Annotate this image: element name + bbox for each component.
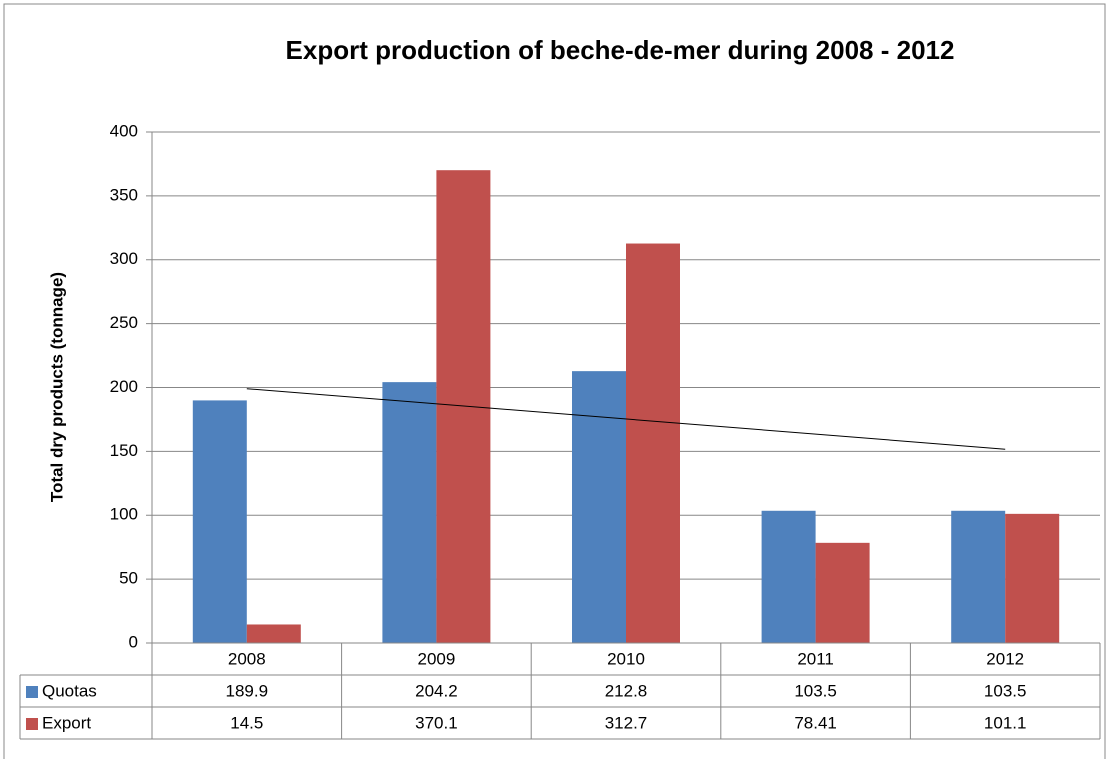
table-cell: 14.5 <box>230 713 263 732</box>
trend-line <box>246 388 1006 450</box>
bar <box>761 510 816 643</box>
table-cell: 103.5 <box>984 681 1027 700</box>
table-cell: 370.1 <box>415 713 458 732</box>
bar <box>1005 513 1060 643</box>
x-tick-label: 2010 <box>607 649 645 668</box>
table-cell: 212.8 <box>605 681 648 700</box>
table-cell: 204.2 <box>415 681 458 700</box>
bar <box>815 542 870 643</box>
x-tick-label: 2011 <box>797 649 834 668</box>
x-tick-label: 2008 <box>228 649 266 668</box>
x-tick-label: 2009 <box>417 649 455 668</box>
table-cell: 189.9 <box>226 681 269 700</box>
bar <box>572 371 626 643</box>
table-cell: 78.41 <box>794 713 837 732</box>
y-axis-label: Total dry products (tonnage) <box>47 272 66 502</box>
chart-title: Export production of beche-de-mer during… <box>285 35 955 65</box>
y-tick-label: 250 <box>110 313 138 332</box>
legend-label: Quotas <box>42 681 97 700</box>
y-tick-label: 200 <box>110 377 138 396</box>
bar <box>951 510 1006 643</box>
bar <box>246 624 301 643</box>
y-tick-label: 350 <box>110 185 138 204</box>
table-cell: 103.5 <box>794 681 837 700</box>
bar <box>626 243 680 643</box>
y-tick-label: 400 <box>110 121 138 140</box>
y-tick-label: 150 <box>110 441 138 460</box>
table-cell: 312.7 <box>605 713 648 732</box>
y-tick-label: 100 <box>110 505 138 524</box>
bar <box>382 382 437 643</box>
x-tick-label: 2012 <box>986 649 1024 668</box>
legend-key <box>26 718 38 730</box>
table-cell: 101.1 <box>984 713 1027 732</box>
y-tick-label: 300 <box>110 249 138 268</box>
bar <box>192 400 247 643</box>
chart-border <box>3 3 1106 759</box>
legend-key <box>26 686 38 698</box>
legend-label: Export <box>42 713 91 732</box>
y-tick-label: 50 <box>119 569 138 588</box>
bar <box>436 170 491 643</box>
y-tick-label: 0 <box>129 632 138 651</box>
